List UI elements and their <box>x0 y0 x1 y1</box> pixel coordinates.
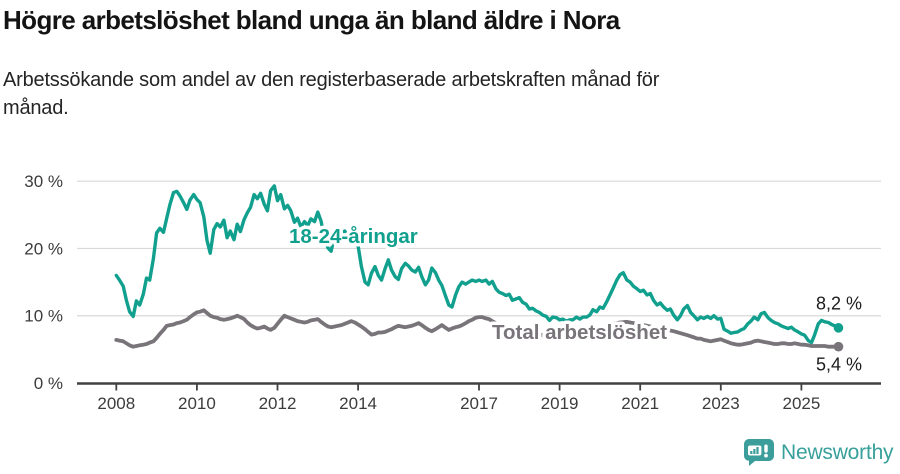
series-label-total: Total arbetslöshet <box>492 321 667 344</box>
newsworthy-logo[interactable]: Newsworthy <box>742 438 894 467</box>
chart-subtitle: Arbetssökande som andel av den registerb… <box>3 69 660 119</box>
x-tick-label-2014: 2014 <box>339 394 377 413</box>
x-axis <box>77 382 881 391</box>
series-lines <box>114 184 841 349</box>
page-title: Högre arbetslöshet bland unga än bland ä… <box>3 5 620 35</box>
series-labels: 18-24-åringar Total arbetslöshet 8,2 % 5,4 … <box>286 222 863 375</box>
newsworthy-logo-text: Newsworthy <box>781 440 894 464</box>
series-line-total <box>114 308 841 349</box>
y-tick-label-20: 20 % <box>24 239 63 258</box>
x-tick-label-2010: 2010 <box>178 394 216 413</box>
x-tick-label-2012: 2012 <box>259 394 297 413</box>
series-label-youth: 18-24-åringar <box>289 225 418 248</box>
end-dot-youth <box>833 323 844 333</box>
y-tick-label-0: 0 % <box>34 374 63 393</box>
newsworthy-icon <box>744 439 774 466</box>
x-tick-label-2019: 2019 <box>541 394 579 413</box>
y-tick-label-30: 30 % <box>24 172 63 191</box>
y-tick-label-10: 10 % <box>24 307 63 326</box>
y-axis-labels: 0 % 10 % 20 % 30 % <box>24 172 63 393</box>
x-tick-label-2021: 2021 <box>621 394 659 413</box>
x-tick-label-2008: 2008 <box>97 394 135 413</box>
x-tick-label-2025: 2025 <box>782 394 820 413</box>
x-axis-labels: 2008 2010 2012 2014 2017 2019 2021 2023 2025 <box>97 394 820 413</box>
end-dot-total <box>833 341 844 352</box>
series-line-youth <box>114 184 841 345</box>
end-value-label-youth: 8,2 % <box>816 293 862 313</box>
x-tick-label-2017: 2017 <box>460 394 498 413</box>
x-tick-label-2023: 2023 <box>702 394 740 413</box>
end-value-label-total: 5,4 % <box>816 355 862 375</box>
